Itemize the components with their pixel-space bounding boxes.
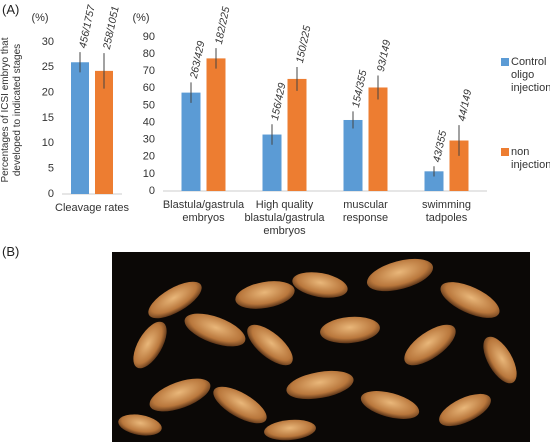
count-label: 258/1051 xyxy=(101,5,122,51)
bar xyxy=(71,62,89,195)
y-tick-label: 30 xyxy=(42,36,54,48)
y-tick-label: 70 xyxy=(143,65,155,77)
y-tick-label: 0 xyxy=(48,188,54,200)
y-tick-label: 30 xyxy=(143,134,155,146)
count-label: 156/429 xyxy=(269,82,289,122)
bar xyxy=(95,70,113,194)
count-label: 456/1757 xyxy=(77,3,98,49)
y-tick-label: 60 xyxy=(143,82,155,94)
y-tick-label: 20 xyxy=(143,151,155,163)
x-tick-label: Cleavage rates xyxy=(55,202,129,214)
x-tick-label: Blastula/gastrula embryos xyxy=(162,199,245,224)
count-label: 182/225 xyxy=(213,6,233,46)
bar xyxy=(181,92,201,191)
y-tick-label: 5 xyxy=(48,163,54,175)
count-label: 154/355 xyxy=(350,69,370,109)
bar xyxy=(287,78,307,191)
photo xyxy=(112,252,530,442)
y-tick-label: 25 xyxy=(42,61,54,73)
bar xyxy=(449,140,469,191)
legend-label: non injection xyxy=(511,146,550,171)
count-label: 44/149 xyxy=(456,88,474,122)
y-unit: (%) xyxy=(31,12,48,24)
bar xyxy=(262,134,282,191)
y-tick-label: 15 xyxy=(42,112,54,124)
count-label: 150/225 xyxy=(294,24,314,64)
y-tick-label: 50 xyxy=(143,99,155,111)
legend-label: Control oligo injection xyxy=(511,56,550,94)
bar xyxy=(343,119,363,191)
count-label: 263/429 xyxy=(188,40,208,81)
y-tick-label: 0 xyxy=(149,185,155,197)
x-tick-label: swimming tadpoles xyxy=(422,199,471,224)
panel-label: (B) xyxy=(2,244,20,259)
y-tick-label: 10 xyxy=(143,168,155,180)
y-unit: (%) xyxy=(132,12,149,24)
legend-swatch xyxy=(501,58,509,66)
bar xyxy=(424,171,444,191)
x-tick-label: muscular response xyxy=(342,199,389,224)
count-label: 93/149 xyxy=(375,39,393,73)
panel-label: (A) xyxy=(2,2,20,17)
count-label: 43/355 xyxy=(431,129,449,163)
x-tick-label: High quality blastula/gastrula embryos xyxy=(244,199,325,237)
bar xyxy=(368,87,388,191)
y-tick-label: 40 xyxy=(143,116,155,128)
y-tick-label: 10 xyxy=(42,137,54,149)
legend-swatch xyxy=(501,148,509,156)
y-tick-label: 20 xyxy=(42,87,54,99)
y-tick-label: 90 xyxy=(143,31,155,43)
bar xyxy=(206,58,226,192)
y-tick-label: 80 xyxy=(143,48,155,60)
